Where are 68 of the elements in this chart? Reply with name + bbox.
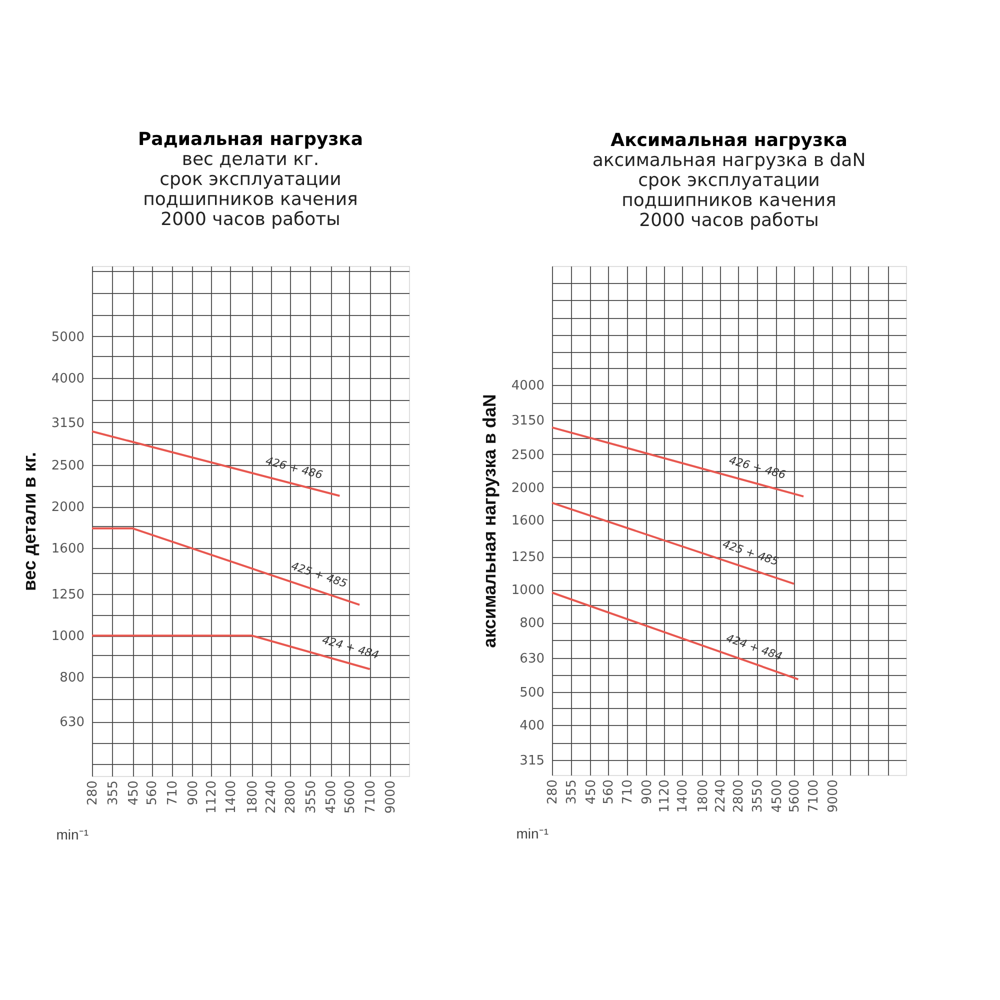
y-tick-label: 800 <box>60 670 84 686</box>
chart-subtitle: аксимальная нагрузка в daN срок эксплуатации подшипников качения 2000 часов работы <box>592 150 866 231</box>
x-tick-label: 1120 <box>204 780 220 814</box>
x-tick-label: 355 <box>106 780 121 806</box>
y-tick-label: 3150 <box>511 414 544 429</box>
text: 424 + 484 <box>724 632 784 664</box>
x-tick-label: 450 <box>126 780 142 806</box>
y-tick-label: 800 <box>520 616 544 632</box>
x-tick-label: 450 <box>584 780 599 804</box>
text: 425 + 485 <box>720 538 780 568</box>
y-tick-label: 1250 <box>511 550 544 566</box>
y-tick-label: 630 <box>520 651 544 666</box>
x-tick-label: 560 <box>601 780 616 804</box>
y-tick-label: 2000 <box>511 480 544 496</box>
chart-title: Аксимальная нагрузка <box>610 130 848 151</box>
y-tick-label: 315 <box>520 754 544 769</box>
chart-title: Радиальная нагрузка <box>138 129 364 150</box>
y-tick-label: 2000 <box>51 500 84 516</box>
x-tick-label: 280 <box>86 780 100 806</box>
x-tick-label: 5600 <box>342 780 358 814</box>
text: 425 + 485 <box>289 559 349 590</box>
x-tick-label: 3550 <box>304 780 319 814</box>
x-tick-label: 280 <box>546 780 560 804</box>
text: 426 + 486 <box>264 454 324 482</box>
x-tick-label: 2240 <box>264 780 280 814</box>
x-tick-label: 1120 <box>657 780 672 813</box>
x-tick-label: 710 <box>165 780 180 806</box>
x-tick-label: 1400 <box>676 780 691 813</box>
x-tick-label: 710 <box>620 780 636 804</box>
y-axis-title: вес детали в кг. <box>19 452 40 591</box>
text: 424 + 484 <box>320 633 380 662</box>
x-tick-label: 5600 <box>788 780 803 813</box>
y-tick-label: 5000 <box>51 330 84 345</box>
x-tick-label: 4500 <box>770 780 785 813</box>
x-tick-label: 3550 <box>750 780 766 813</box>
x-tick-label: 1400 <box>224 780 239 814</box>
text: 426 + 486 <box>728 454 788 482</box>
y-axis-title: аксимальная нагрузка в daN <box>479 394 500 648</box>
x-tick-label: 1800 <box>245 780 260 814</box>
x-tick-label: 2800 <box>732 780 747 813</box>
x-tick-label: 7100 <box>363 780 378 814</box>
y-tick-label: 3150 <box>51 416 84 431</box>
x-tick-label: 9000 <box>826 780 841 813</box>
x-tick-label: 1800 <box>696 780 711 813</box>
chart-subtitle: вес делати кг. срок эксплуатации подшипников качения 2000 часов работы <box>143 149 358 230</box>
y-tick-label: 1600 <box>51 542 84 557</box>
y-tick-label: 1000 <box>511 583 544 598</box>
y-tick-label: 400 <box>520 718 544 734</box>
y-tick-label: 630 <box>60 715 84 730</box>
y-tick-label: 1250 <box>51 588 84 603</box>
x-tick-label: 2800 <box>283 780 298 814</box>
y-tick-label: 1600 <box>511 514 544 529</box>
x-axis-title: min⁻¹ <box>56 826 89 842</box>
x-tick-label: 9000 <box>384 780 399 814</box>
y-tick-label: 2500 <box>51 458 84 474</box>
x-tick-label: 355 <box>564 780 580 804</box>
y-tick-label: 4000 <box>51 371 84 386</box>
y-tick-label: 500 <box>520 685 544 700</box>
x-tick-label: 900 <box>640 780 655 804</box>
x-tick-label: 900 <box>186 780 201 806</box>
y-tick-label: 1000 <box>51 629 84 644</box>
x-tick-label: 7100 <box>806 780 822 813</box>
x-axis-title: min⁻¹ <box>516 826 549 842</box>
x-tick-label: 4500 <box>324 780 340 814</box>
y-tick-label: 4000 <box>511 378 544 394</box>
y-tick-label: 2500 <box>511 448 544 463</box>
x-tick-label: 560 <box>145 780 160 806</box>
x-tick-label: 2240 <box>713 780 728 813</box>
